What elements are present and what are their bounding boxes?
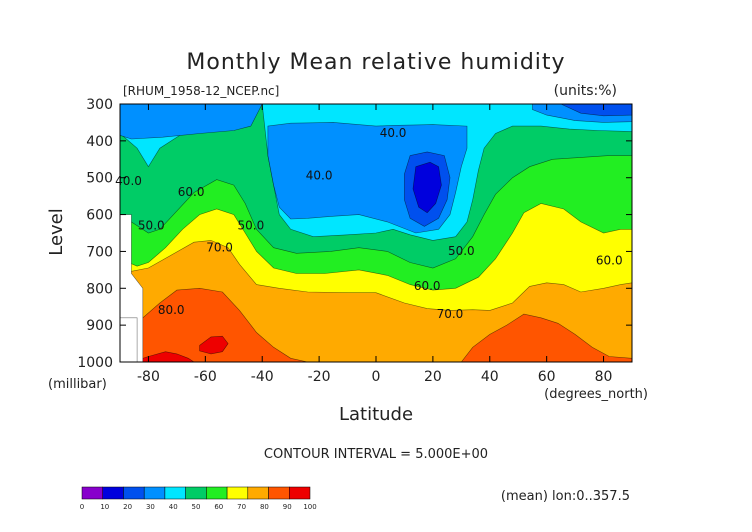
contour-label-layer: 40.0 40.0 40.0 50.0 50.0 50.0 60.0 60.0 60.0 70.0… (115, 126, 622, 321)
x-tick-label: 80 (595, 369, 613, 385)
x-tick-label: -60 (194, 369, 217, 385)
x-tick-label: -20 (308, 369, 331, 385)
missing-data-region-lower (120, 317, 138, 362)
x-tick-label: 0 (372, 369, 381, 385)
y-axis-title: Level (46, 208, 67, 256)
y-tick-label: 1000 (77, 355, 113, 371)
contour-interval-text: CONTOUR INTERVAL = 5.000E+00 (264, 447, 488, 462)
colorbar-tick-label: 10 (100, 503, 109, 511)
band-30-40-NH-upper (560, 104, 632, 117)
x-tick-label: 20 (424, 369, 442, 385)
contour-label: 60.0 (596, 253, 623, 267)
y-tick-label: 900 (86, 318, 113, 334)
x-tick-label: 40 (481, 369, 499, 385)
x-tick-label: -40 (251, 369, 274, 385)
contour-label: 60.0 (414, 279, 441, 293)
colorbar-swatch (164, 486, 186, 500)
band-30-40 (120, 104, 263, 140)
contour-label: 50.0 (138, 218, 165, 232)
colorbar-swatch (81, 486, 103, 500)
colorbar: 0 10 20 30 40 50 60 70 80 90 100 (80, 486, 317, 511)
units-label: (units:%) (554, 83, 617, 99)
axes-layer: -80 -60 -40 -20 0 20 40 60 80 300 400 500 600 700 800 9… (77, 97, 633, 385)
colorbar-tick-label: 70 (237, 503, 246, 511)
colorbar-tick-label: 40 (169, 503, 178, 511)
band-80-90 (120, 287, 632, 362)
contour-label: 60.0 (178, 185, 205, 199)
contour-label: 80.0 (158, 303, 185, 317)
contour-label: 70.0 (437, 307, 464, 321)
contour-label: 40.0 (306, 169, 333, 183)
x-axis-unit: (degrees_north) (544, 387, 648, 402)
y-tick-label: 300 (86, 97, 113, 113)
dataset-label: [RHUM_1958-12_NCEP.nc] (123, 84, 279, 98)
contour-label: 40.0 (115, 174, 142, 188)
band-10-20-tropics (412, 161, 442, 214)
colorbar-tick-label: 90 (283, 503, 292, 511)
colorbar-swatch (143, 486, 166, 500)
x-tick-label: -80 (137, 369, 160, 385)
colorbar-swatch (289, 486, 311, 500)
colorbar-swatch (247, 486, 269, 500)
contour-label: 50.0 (448, 244, 475, 258)
colorbar-swatch (102, 486, 124, 500)
plot-area (120, 104, 632, 362)
band-90-100-b (199, 335, 229, 355)
colorbar-tick-label: 50 (192, 503, 201, 511)
colorbar-swatch (185, 486, 207, 500)
y-axis-unit: (millibar) (48, 377, 107, 392)
chart-title: Monthly Mean relative humidity (186, 50, 565, 75)
colorbar-swatch (226, 486, 249, 500)
colorbar-swatch (268, 486, 290, 500)
colorbar-tick-label: 30 (146, 503, 155, 511)
y-tick-label: 700 (86, 244, 113, 260)
contour-label: 50.0 (237, 218, 264, 232)
colorbar-tick-label: 0 (80, 503, 84, 511)
colorbar-tick-label: 100 (303, 503, 316, 511)
contour-label: 40.0 (380, 126, 407, 140)
colorbar-swatch (123, 486, 145, 500)
colorbar-tick-label: 20 (123, 503, 132, 511)
y-tick-label: 500 (86, 171, 113, 187)
footnote-mean-lon: (mean) lon:0..357.5 (501, 489, 630, 504)
colorbar-tick-label: 60 (214, 503, 223, 511)
y-tick-label: 600 (86, 208, 113, 224)
colorbar-swatch (206, 486, 228, 500)
colorbar-tick-label: 80 (260, 503, 269, 511)
x-axis-title: Latitude (339, 404, 413, 425)
x-tick-label: 60 (538, 369, 556, 385)
contour-label: 70.0 (206, 240, 233, 254)
y-tick-label: 800 (86, 281, 113, 297)
y-tick-label: 400 (86, 134, 113, 150)
